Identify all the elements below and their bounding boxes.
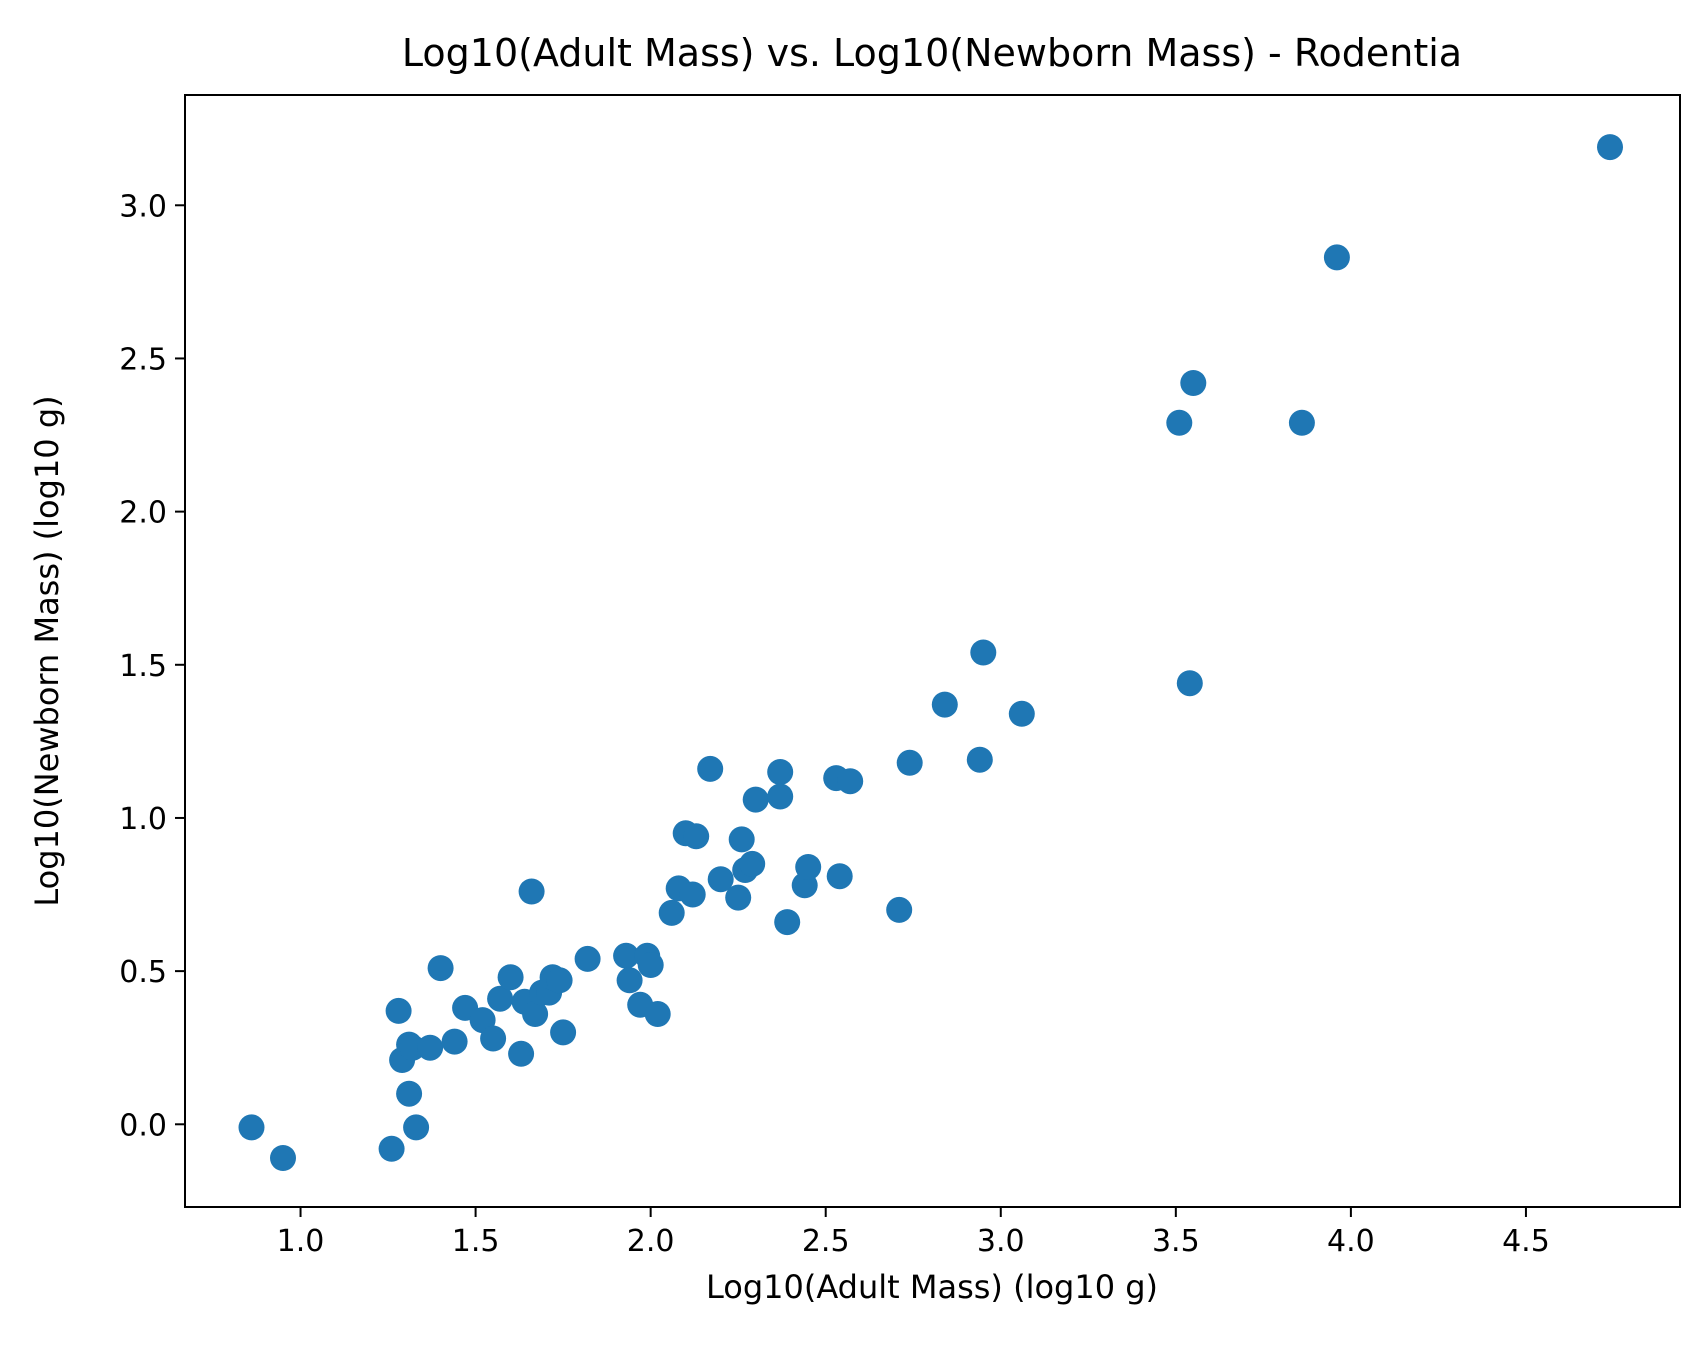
- data-point: [417, 1034, 444, 1061]
- data-point: [742, 786, 769, 813]
- data-point: [546, 967, 573, 994]
- y-axis-label: Log10(Newborn Mass) (log10 g): [28, 395, 66, 906]
- data-point: [378, 1135, 405, 1162]
- data-point: [238, 1114, 265, 1141]
- data-point: [767, 783, 794, 810]
- data-point: [837, 768, 864, 795]
- data-point: [396, 1080, 423, 1107]
- y-tick-label: 2.0: [119, 496, 167, 531]
- y-tick-label: 2.5: [119, 342, 167, 377]
- data-point: [487, 985, 514, 1012]
- data-point: [270, 1145, 296, 1171]
- data-point: [1176, 670, 1203, 697]
- data-point: [616, 967, 643, 994]
- y-tick-label: 1.5: [119, 649, 167, 684]
- data-point: [725, 884, 752, 911]
- data-point: [774, 909, 801, 936]
- x-tick-label: 2.0: [627, 1224, 675, 1259]
- data-point: [522, 1001, 549, 1027]
- data-point: [1008, 700, 1035, 727]
- chart-title: Log10(Adult Mass) vs. Log10(Newborn Mass…: [402, 31, 1462, 75]
- y-axis: 0.0 0.5 1.0 1.5 2.0 2.5 3.0: [119, 189, 185, 1143]
- y-tick-label: 0.0: [119, 1108, 167, 1143]
- data-point: [550, 1019, 577, 1046]
- data-point: [385, 997, 412, 1024]
- y-tick-label: 0.5: [119, 955, 167, 990]
- y-tick-label: 3.0: [119, 189, 167, 224]
- data-point: [697, 755, 724, 782]
- data-point: [658, 899, 685, 926]
- data-point: [403, 1114, 430, 1141]
- data-point: [896, 749, 923, 776]
- x-tick-label: 1.0: [277, 1224, 325, 1259]
- data-point: [679, 881, 706, 908]
- x-axis: 1.0 1.5 2.0 2.5 3.0 3.5 4.0 4.5: [277, 1207, 1550, 1259]
- x-tick-label: 1.5: [452, 1224, 500, 1259]
- data-point: [1288, 409, 1315, 436]
- y-tick-label: 1.0: [119, 802, 167, 837]
- data-point: [427, 955, 454, 982]
- data-point: [728, 826, 755, 853]
- x-tick-label: 3.0: [977, 1224, 1025, 1259]
- data-point: [574, 945, 601, 972]
- data-point: [1180, 370, 1207, 396]
- data-point: [518, 878, 545, 905]
- data-point: [441, 1028, 468, 1055]
- x-tick-label: 3.5: [1152, 1224, 1200, 1259]
- data-point: [966, 746, 993, 773]
- data-point: [739, 850, 766, 877]
- data-point: [931, 691, 958, 718]
- x-tick-label: 2.5: [802, 1224, 850, 1259]
- data-point: [886, 896, 913, 923]
- data-point: [644, 1001, 671, 1027]
- data-point: [497, 964, 524, 991]
- data-point: [795, 854, 822, 880]
- x-tick-label: 4.5: [1502, 1224, 1550, 1259]
- data-point: [767, 759, 794, 785]
- points-layer: [238, 134, 1623, 1171]
- data-point: [970, 639, 997, 666]
- data-point: [613, 942, 640, 969]
- data-point: [1323, 244, 1350, 271]
- data-point: [480, 1025, 507, 1052]
- x-axis-label: Log10(Adult Mass) (log10 g): [706, 1268, 1158, 1306]
- data-point: [683, 823, 710, 850]
- x-tick-label: 4.0: [1327, 1224, 1375, 1259]
- data-point: [1597, 134, 1623, 161]
- data-point: [1166, 409, 1193, 436]
- data-point: [637, 952, 664, 978]
- data-point: [508, 1040, 535, 1067]
- plot-frame: [184, 94, 1681, 1208]
- data-point: [826, 863, 853, 890]
- data-point: [707, 866, 734, 893]
